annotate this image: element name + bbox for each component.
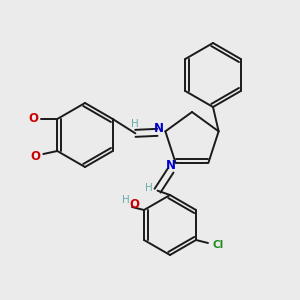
Text: Cl: Cl [212,240,224,250]
Text: N: N [166,159,176,172]
Text: H: H [131,119,139,129]
Text: N: N [154,122,164,135]
Text: O: O [28,112,38,125]
Text: H: H [122,195,130,205]
Text: O: O [30,149,40,163]
Text: O: O [129,199,139,212]
Text: H: H [145,183,152,193]
